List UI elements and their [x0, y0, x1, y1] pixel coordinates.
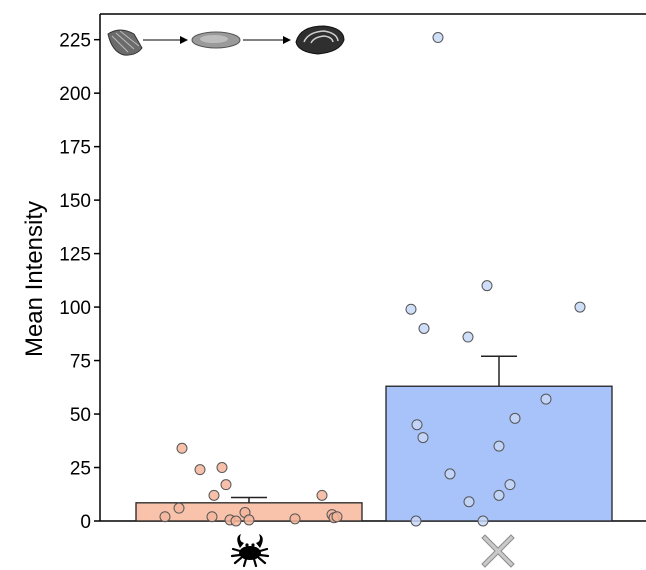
y-ticks: 0 25 50 75 100 125 150 175 200 225: [59, 31, 100, 533]
data-point: [316, 489, 328, 501]
crab-icon: [230, 534, 270, 568]
data-point: [417, 432, 429, 444]
data-point: [331, 511, 343, 523]
arrow-icon: [143, 36, 188, 44]
data-point: [216, 462, 228, 474]
data-points: [159, 32, 586, 527]
y-tick-label: 200: [59, 84, 91, 105]
data-point: [574, 301, 586, 313]
data-point: [493, 489, 505, 501]
error-bars: [231, 355, 517, 503]
y-tick-label: 100: [59, 298, 91, 319]
data-point: [405, 303, 417, 315]
data-point: [418, 322, 430, 334]
y-tick-label: 125: [59, 245, 91, 266]
shell-stage-3-icon: [295, 25, 345, 55]
data-point: [176, 442, 188, 454]
data-point: [411, 419, 423, 431]
data-point: [463, 496, 475, 508]
data-point: [410, 515, 422, 527]
data-point: [220, 479, 232, 491]
data-point: [509, 412, 521, 424]
data-point: [230, 515, 242, 527]
data-point: [289, 513, 301, 525]
y-tick-label: 175: [59, 138, 91, 159]
data-point: [477, 515, 489, 527]
y-tick-label: 50: [70, 405, 91, 426]
y-tick-label: 75: [70, 352, 91, 373]
arrow-icon: [243, 36, 291, 44]
data-point: [206, 511, 218, 523]
data-point: [194, 464, 206, 476]
data-point: [462, 331, 474, 343]
data-point: [208, 489, 220, 501]
y-tick-label: 0: [80, 512, 91, 533]
data-point: [432, 32, 444, 44]
data-point: [504, 479, 516, 491]
inset-shell-sequence: [107, 25, 345, 56]
data-point: [444, 468, 456, 480]
shell-stage-1-icon: [107, 29, 143, 56]
data-point: [481, 280, 493, 292]
y-tick-label: 25: [70, 459, 91, 480]
data-point: [243, 514, 255, 526]
data-point: [493, 440, 505, 452]
y-axis-title: Mean Intensity: [21, 201, 48, 357]
cross-icon: [481, 534, 515, 568]
y-tick-label: 150: [59, 191, 91, 212]
data-point: [159, 511, 171, 523]
bars: [135, 385, 613, 522]
shell-stage-2-icon: [191, 31, 241, 49]
data-point: [173, 502, 185, 514]
y-tick-label: 225: [59, 31, 91, 52]
data-point: [540, 393, 552, 405]
